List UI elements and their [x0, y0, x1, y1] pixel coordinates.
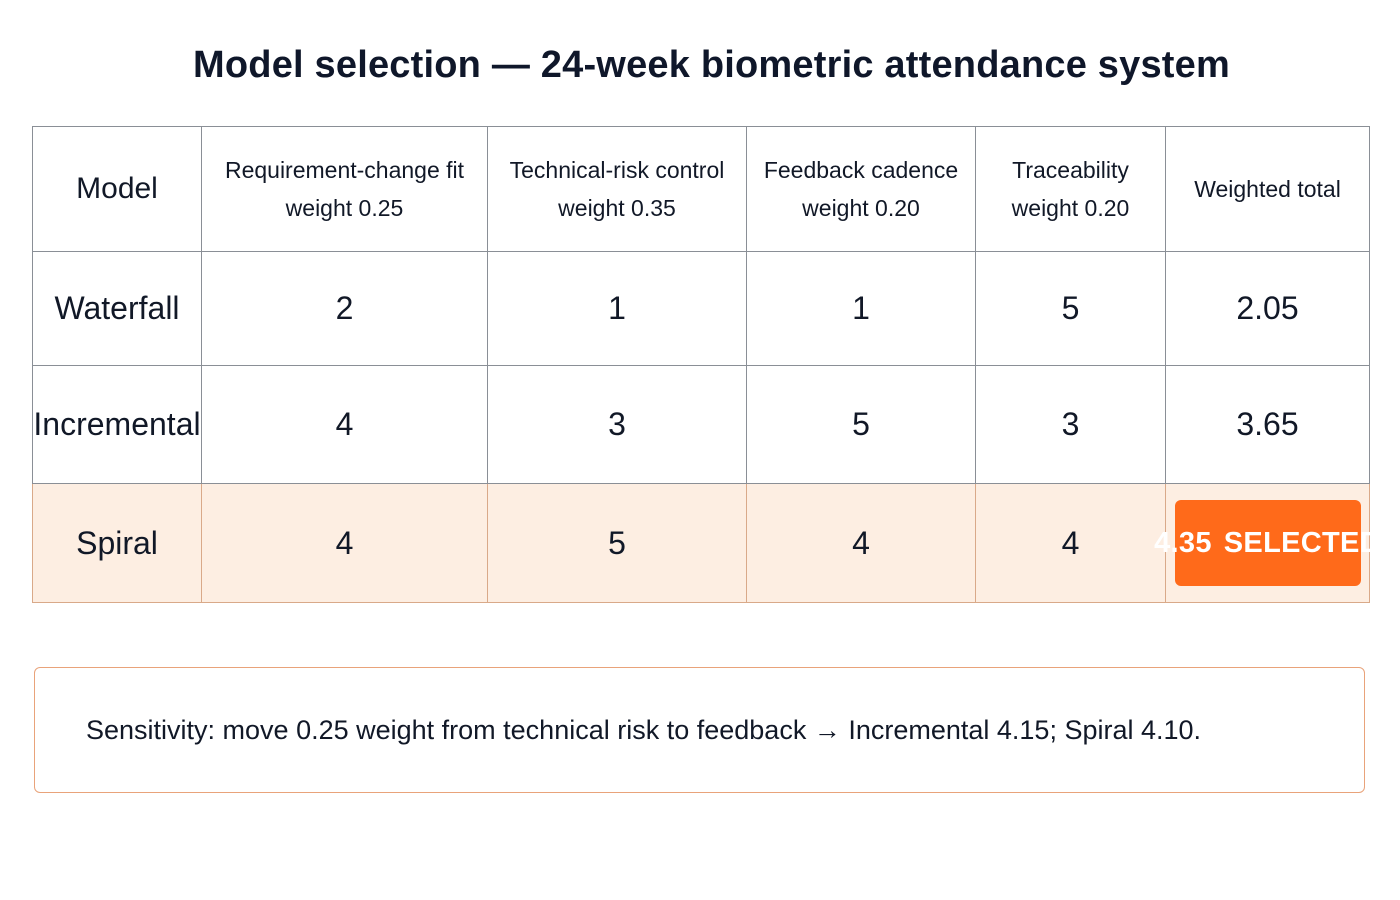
header-weighted-total: Weighted total [1165, 126, 1370, 252]
traceability-score: 5 [975, 251, 1166, 366]
traceability-score: 4 [975, 483, 1166, 603]
sensitivity-note-text: Sensitivity: move 0.25 weight from techn… [86, 714, 1202, 745]
feedback-cadence-score: 4 [746, 483, 976, 603]
weighted-total-cell: 2.05 [1165, 251, 1370, 366]
header-weight: weight 0.35 [558, 195, 676, 221]
selected-total-value: 4.35 [1154, 526, 1212, 559]
technical-risk-score: 5 [487, 483, 747, 603]
feedback-cadence-score: 5 [746, 365, 976, 484]
header-label: Requirement-change fit [224, 157, 465, 183]
header-label: Traceability [1012, 157, 1129, 183]
model-name-cell: Spiral [32, 483, 202, 603]
header-model: Model [32, 126, 202, 252]
model-name-cell: Waterfall [32, 251, 202, 366]
header-feedback-cadence: Feedback cadence weight 0.20 [746, 126, 976, 252]
table-row-spiral-selected: Spiral 4 5 4 4 4.35 SELECTED [32, 483, 1381, 603]
page-title: Model selection — 24-week biometric atte… [193, 44, 1230, 86]
header-weight: weight 0.20 [1011, 195, 1130, 221]
selected-label: SELECTED [1223, 526, 1381, 559]
selected-badge: 4.35 SELECTED [1154, 500, 1381, 586]
table-header-row: Model Requirement-change fit weight 0.25… [32, 126, 1370, 252]
header-label: Weighted total [1194, 176, 1341, 202]
header-label: Technical-risk control [509, 157, 725, 183]
traceability-score: 3 [975, 365, 1166, 484]
sensitivity-note: Sensitivity: move 0.25 weight from techn… [34, 667, 1365, 793]
requirement-change-score: 4 [201, 365, 488, 484]
header-weight: weight 0.20 [802, 195, 920, 221]
technical-risk-score: 3 [487, 365, 747, 484]
technical-risk-score: 1 [487, 251, 747, 366]
model-selection-table: Model Requirement-change fit weight 0.25… [32, 126, 1381, 603]
header-traceability: Traceability weight 0.20 [975, 126, 1166, 252]
header-technical-risk-control: Technical-risk control weight 0.35 [487, 126, 747, 252]
weighted-total-cell: 3.65 [1165, 365, 1370, 484]
model-name-cell: Incremental [32, 365, 202, 484]
header-model-label: Model [76, 172, 158, 205]
header-requirement-change-fit: Requirement-change fit weight 0.25 [201, 126, 488, 252]
weighted-total-cell: 4.35 SELECTED [1154, 483, 1381, 603]
header-label: Feedback cadence [763, 157, 959, 183]
requirement-change-score: 2 [201, 251, 488, 366]
table-row-incremental: Incremental 4 3 5 3 3.65 [32, 365, 1370, 484]
feedback-cadence-score: 1 [746, 251, 976, 366]
requirement-change-score: 4 [201, 483, 488, 603]
header-weight: weight 0.25 [285, 195, 404, 221]
table-row-waterfall: Waterfall 2 1 1 5 2.05 [32, 251, 1370, 366]
